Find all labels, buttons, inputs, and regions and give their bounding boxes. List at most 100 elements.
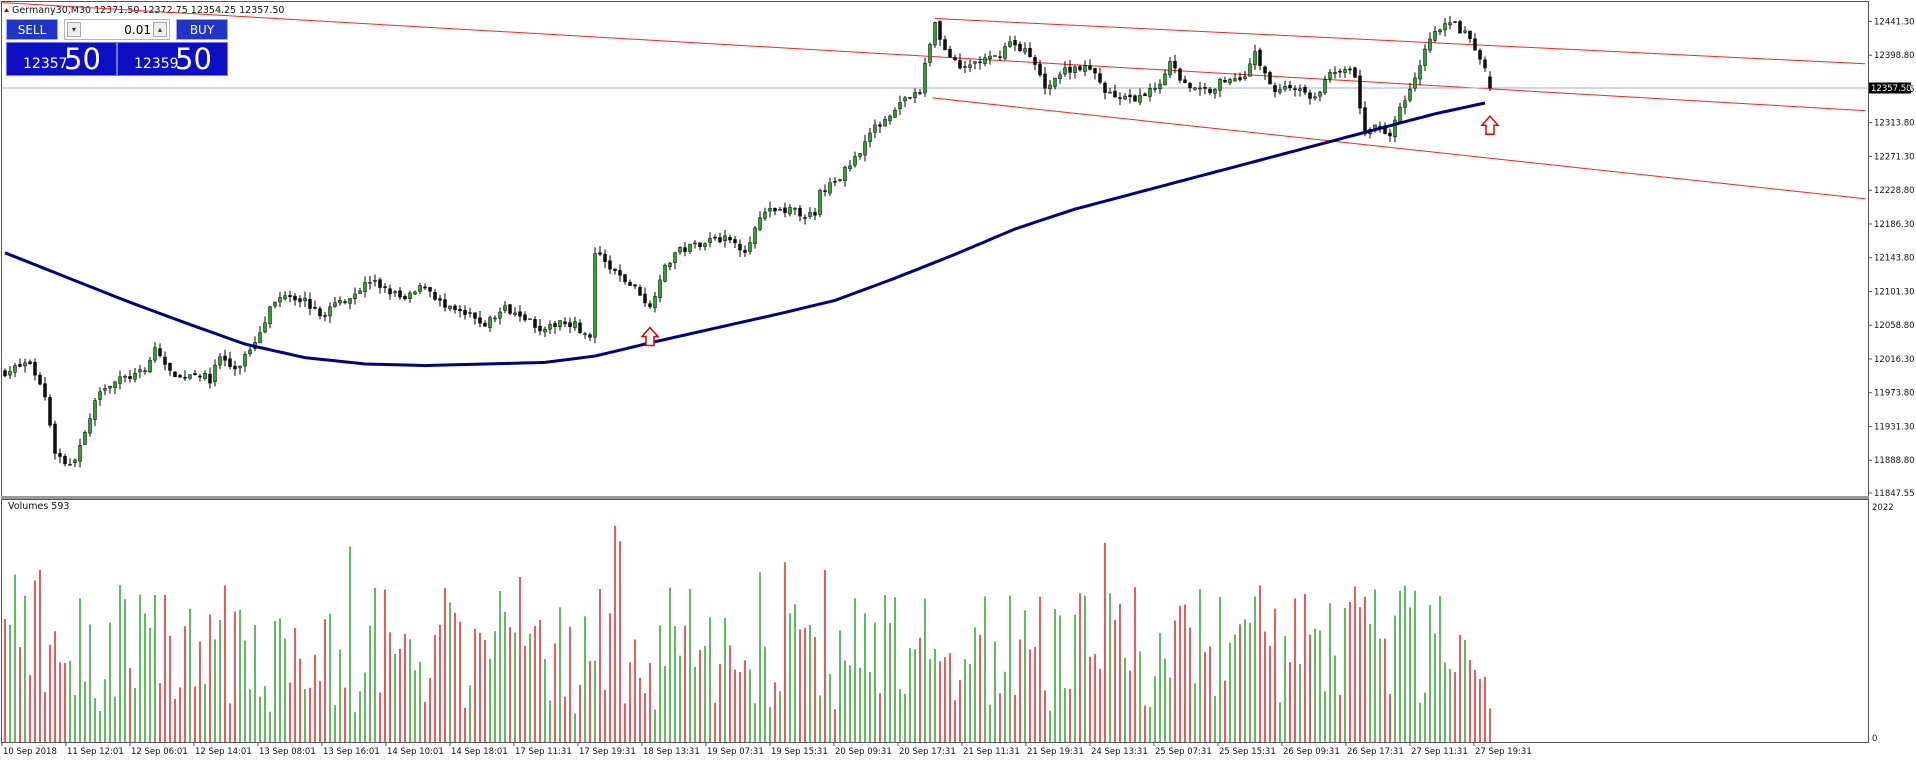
candle-body [1088, 65, 1092, 70]
candle-body [3, 370, 7, 377]
trend-channel-line[interactable] [932, 97, 1866, 200]
candle-body [268, 306, 272, 325]
candle-body [1263, 66, 1267, 74]
time-tick-label: 27 Sep 11:31 [1411, 747, 1468, 757]
candle-body [203, 373, 207, 379]
candle-body [413, 291, 417, 295]
candle-body [753, 227, 757, 245]
candle-body [1138, 95, 1142, 103]
buy-button[interactable]: BUY [176, 19, 228, 40]
time-tick-label: 25 Sep 15:31 [1219, 747, 1276, 757]
candle-body [948, 49, 952, 58]
candle-body [358, 290, 362, 294]
candle-body [1203, 87, 1207, 89]
candle-body [1008, 41, 1012, 47]
trend-channel-line[interactable] [2, 2, 1866, 112]
candle-body [763, 211, 767, 219]
candle-body [13, 365, 17, 373]
buy-price-pips: 50 [175, 42, 212, 76]
lot-increase-icon[interactable]: ▴ [153, 22, 167, 37]
candle-body [288, 295, 292, 297]
candle-body [793, 207, 797, 210]
candle-body [1268, 72, 1272, 85]
candle-body [353, 293, 357, 300]
lot-size-control: ▾ ▴ [64, 19, 170, 40]
candle-body [343, 301, 347, 303]
candle-body [893, 109, 897, 118]
candle-body [718, 237, 722, 243]
candle-body [1108, 91, 1112, 94]
buy-price-box[interactable]: 12359 50 [117, 42, 228, 76]
candle-body [488, 317, 492, 328]
candle-body [68, 463, 72, 466]
sell-price-box[interactable]: 12357 50 [6, 42, 117, 76]
candle-body [1288, 84, 1292, 89]
price-tick-label: 11847.55 [1874, 489, 1915, 499]
candle-body [1048, 84, 1052, 90]
candle-body [1308, 92, 1312, 99]
candle-body [208, 373, 212, 384]
lot-size-input[interactable] [83, 22, 151, 37]
candle-body [908, 97, 912, 99]
candle-body [283, 295, 287, 300]
candle-body [1038, 63, 1042, 76]
candle-body [1328, 72, 1332, 79]
candle-body [738, 243, 742, 251]
moving-average-line [4, 101, 1486, 368]
price-tick-label: 12101.30 [1874, 287, 1915, 297]
candle-body [108, 385, 112, 389]
candle-body [1453, 21, 1457, 23]
lot-decrease-icon[interactable]: ▾ [67, 22, 81, 37]
candle-body [313, 307, 317, 309]
candle-body [768, 208, 772, 212]
candle-body [1003, 46, 1007, 59]
candle-body [53, 423, 57, 454]
candle-body [378, 279, 382, 288]
candle-body [423, 286, 427, 289]
candle-body [643, 293, 647, 304]
time-tick-label: 17 Sep 11:31 [515, 747, 572, 757]
candle-body [878, 124, 882, 127]
candle-body [633, 284, 637, 287]
candle-body [973, 61, 977, 64]
candle-body [873, 124, 877, 133]
price-tick-label: 12313.80 [1874, 119, 1915, 129]
candle-body [1423, 48, 1427, 66]
up-arrow-icon[interactable] [1480, 115, 1500, 135]
time-tick-label: 20 Sep 09:31 [835, 747, 892, 757]
candle-body [1298, 88, 1302, 91]
candle-body [1243, 76, 1247, 79]
candle-body [58, 453, 62, 457]
candle-body [308, 299, 312, 309]
candle-body [483, 323, 487, 327]
candle-body [78, 445, 82, 462]
candle-body [1413, 77, 1417, 89]
candle-body [543, 328, 547, 333]
candle-body [998, 56, 1002, 58]
candle-body [1468, 30, 1472, 39]
candle-body [958, 60, 962, 69]
time-tick-label: 11 Sep 12:01 [67, 747, 124, 757]
candle-body [1348, 68, 1352, 71]
price-tick-label: 12271.30 [1874, 152, 1915, 162]
candle-body [788, 207, 792, 215]
candle-body [453, 305, 457, 311]
time-tick-label: 14 Sep 10:01 [387, 747, 444, 757]
candle-body [1078, 66, 1082, 71]
candle-body [473, 312, 477, 319]
main-chart-frame [1, 1, 1869, 497]
candle-body [1463, 30, 1467, 33]
candle-body [708, 238, 712, 243]
time-tick-label: 10 Sep 2018 [3, 747, 57, 757]
trend-channel-line[interactable] [934, 18, 1866, 65]
candle-body [848, 165, 852, 169]
one-click-trading-panel: SELL ▾ ▴ BUY 12357 50 12359 50 [6, 19, 228, 76]
up-arrow-icon[interactable] [640, 326, 660, 347]
candle-body [573, 321, 577, 328]
candle-body [1093, 68, 1097, 74]
candle-body [1148, 88, 1152, 97]
candle-body [88, 418, 92, 434]
time-tick-label: 14 Sep 18:01 [451, 747, 508, 757]
sell-button[interactable]: SELL [6, 19, 58, 40]
